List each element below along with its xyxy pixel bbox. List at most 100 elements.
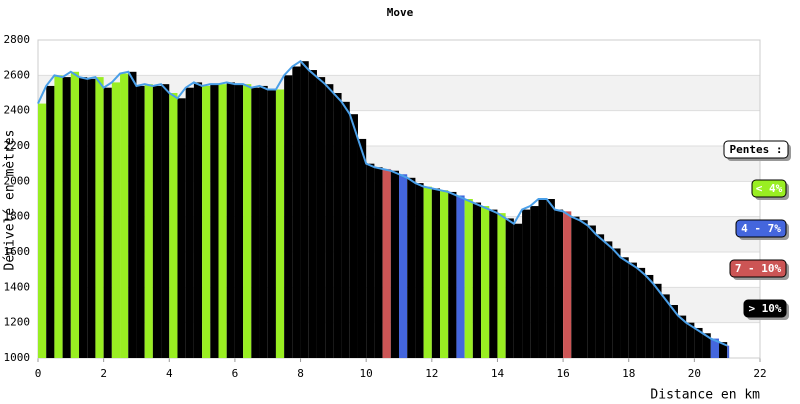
x-tick-label: 16 (556, 367, 569, 380)
legend-label: < 4% (756, 182, 783, 195)
y-tick-label: 2000 (4, 174, 31, 187)
elevation-bar (579, 220, 588, 358)
elevation-bar (710, 338, 719, 358)
elevation-bar (202, 85, 211, 358)
elevation-bar (218, 84, 227, 359)
elevation-bar (727, 345, 730, 358)
legend-label: Pentes : (730, 143, 783, 156)
elevation-bar (267, 89, 276, 358)
x-tick-label: 4 (166, 367, 173, 380)
elevation-bar (234, 84, 244, 359)
elevation-bar (628, 262, 637, 358)
legend-box (743, 299, 787, 318)
elevation-bar (38, 103, 47, 358)
elevation-bar (62, 77, 71, 358)
elevation-bar (333, 93, 342, 358)
x-tick-label: 0 (35, 367, 42, 380)
elevation-bar (46, 85, 55, 358)
elevation-bar (308, 70, 317, 359)
elevation-bar (136, 85, 145, 358)
y-tick-label: 1600 (4, 245, 31, 258)
elevation-bar (210, 84, 219, 359)
elevation-bar (300, 61, 309, 358)
elevation-bar (185, 87, 194, 358)
x-tick-label: 20 (688, 367, 701, 380)
elevation-bar (161, 84, 170, 359)
x-tick-label: 14 (491, 367, 505, 380)
elevation-bar (669, 305, 678, 358)
elevation-bar (275, 89, 285, 358)
elevation-bar (152, 85, 162, 358)
elevation-bar (530, 206, 539, 358)
x-tick-label: 10 (360, 367, 373, 380)
y-axis-label: Dénivelé en mètres (3, 130, 18, 271)
x-tick-label: 12 (425, 367, 438, 380)
elevation-bar (193, 82, 203, 359)
elevation-bar (546, 199, 555, 358)
elevation-bar (497, 213, 506, 358)
elevation-bar (423, 186, 432, 358)
elevation-bar (587, 225, 596, 358)
elevation-bar (645, 274, 654, 358)
x-tick-label: 8 (297, 367, 304, 380)
elevation-bar (554, 209, 564, 358)
elevation-bar (226, 82, 235, 359)
elevation-bar (694, 327, 703, 358)
legend-label: > 10% (748, 302, 781, 315)
elevation-bar (259, 85, 268, 358)
elevation-bar (702, 333, 711, 358)
elevation-bar (399, 174, 408, 358)
elevation-bar (661, 294, 670, 358)
y-tick-label: 1800 (4, 210, 31, 223)
elevation-bar (718, 342, 728, 358)
legend-box (751, 179, 787, 198)
elevation-bar (604, 241, 613, 358)
elevation-bar (357, 138, 367, 358)
elevation-bar (513, 223, 523, 358)
legend-label: 7 - 10% (735, 262, 782, 275)
elevation-bar (431, 188, 441, 358)
legend-box (723, 140, 789, 159)
elevation-bar (522, 209, 531, 358)
y-tick-label: 1000 (4, 351, 31, 364)
elevation-bar (505, 218, 514, 358)
elevation-bar (489, 209, 498, 358)
x-tick-label: 22 (753, 367, 766, 380)
x-tick-label: 6 (232, 367, 239, 380)
elevation-bar (366, 163, 375, 358)
elevation-bar (595, 234, 605, 358)
elevation-bar (390, 170, 399, 358)
elevation-bar (636, 267, 646, 358)
x-tick-label: 18 (622, 367, 635, 380)
elevation-bar (686, 322, 695, 358)
elevation-bar (243, 84, 252, 359)
chart-title: Move (387, 6, 414, 19)
elevation-bar (177, 98, 186, 359)
y-tick-label: 2600 (4, 68, 31, 81)
y-tick-label: 2400 (4, 104, 31, 117)
elevation-bar (95, 77, 104, 358)
elevation-bar (407, 177, 416, 358)
elevation-line (37, 59, 728, 347)
elevation-bar (169, 93, 178, 358)
elevation-bar (120, 73, 129, 359)
elevation-bar (538, 199, 547, 358)
elevation-bar (440, 190, 449, 358)
elevation-bar (70, 71, 80, 359)
elevation-bar (284, 75, 293, 358)
elevation-bar (382, 168, 391, 358)
elevation-bar (481, 206, 490, 358)
elevation-bar (374, 167, 383, 358)
legend-box (735, 219, 787, 238)
elevation-bar (103, 87, 112, 358)
y-tick-label: 1200 (4, 316, 31, 329)
elevation-bar (251, 87, 260, 358)
elevation-bar (415, 183, 424, 358)
elevation-bar (456, 195, 465, 358)
elevation-bar (653, 283, 662, 358)
elevation-bar (325, 84, 334, 359)
elevation-bar (448, 191, 457, 358)
elevation-bar (292, 66, 301, 358)
elevation-bar (79, 77, 88, 358)
